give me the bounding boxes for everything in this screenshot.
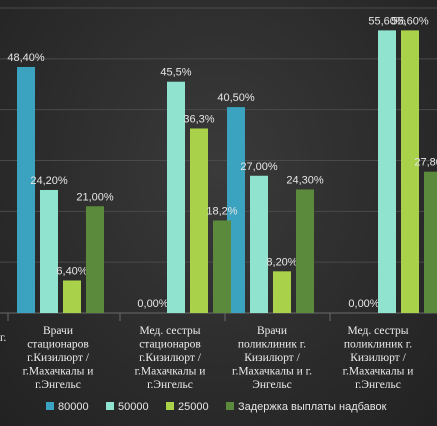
category-label-partial: г.: [0, 332, 6, 344]
data-label: 55,60%: [391, 15, 429, 27]
data-label: 18,2%: [206, 205, 237, 217]
bar: [250, 175, 268, 313]
legend-swatch: [226, 402, 234, 410]
bar: [227, 107, 245, 313]
legend-label: 25000: [178, 401, 209, 413]
legend-swatch: [46, 402, 54, 410]
bar: [190, 128, 208, 313]
bar: [40, 189, 58, 313]
legend-label: Задержка выплаты надбавок: [238, 401, 387, 413]
legend-swatch: [166, 402, 174, 410]
data-label: 36,3%: [183, 113, 214, 125]
data-label: 21,00%: [76, 191, 114, 203]
data-label: 0,00%: [137, 298, 168, 310]
bar: [86, 206, 104, 313]
bar: [63, 280, 81, 313]
legend-label: 80000: [58, 401, 89, 413]
bar: [296, 189, 314, 313]
category-label: Врачи стационаров г.Кизилюрт / г.Махачкалы …: [23, 325, 94, 391]
legend-swatch: [106, 402, 114, 410]
bar: [378, 30, 396, 313]
category-label: Мед. сестры поликлиник г. Кизилюрт / г.Маха…: [343, 325, 414, 391]
category-label: Врачи поликлиник г. Кизилюрт / г.Махачкалы …: [232, 325, 312, 391]
data-label: 24,30%: [286, 174, 324, 186]
bar: [213, 220, 231, 313]
data-label: 45,5%: [160, 67, 191, 79]
data-label: 0,00%: [348, 298, 379, 310]
data-label: 27,00%: [240, 161, 278, 173]
data-label: 24,20%: [30, 175, 68, 187]
data-label: 8,20%: [266, 256, 297, 268]
legend-label: 50000: [118, 401, 149, 413]
data-label: 6,40%: [56, 265, 87, 277]
bar: [167, 81, 185, 313]
bar: [17, 66, 35, 313]
data-label: 48,40%: [7, 52, 45, 64]
bar: [401, 30, 419, 313]
data-label: 40,50%: [217, 92, 255, 104]
data-label: 27,80%: [414, 157, 437, 169]
bar: [273, 271, 291, 313]
data-label: 55,60%: [368, 15, 406, 27]
bar: [424, 171, 437, 313]
category-label: Мед. сестры стационаров г.Кизилюрт / г.Маха…: [135, 325, 206, 391]
